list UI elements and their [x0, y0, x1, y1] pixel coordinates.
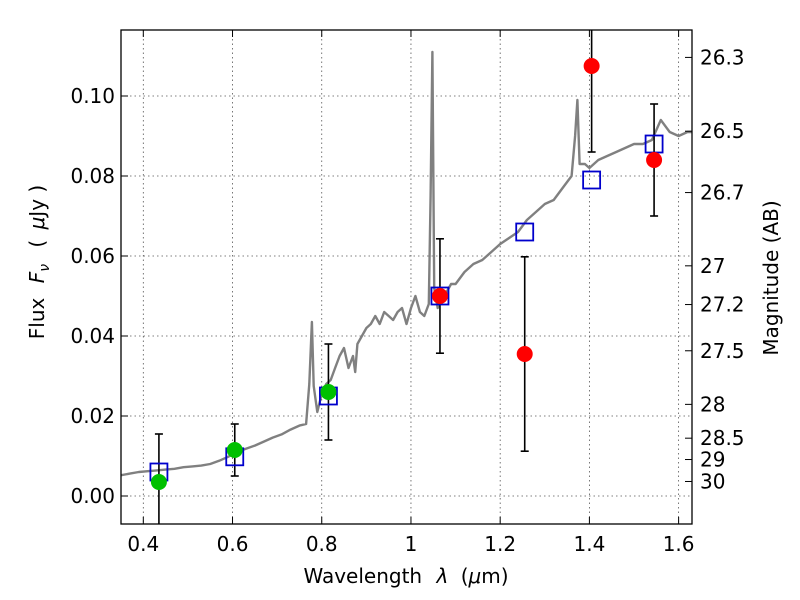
mag-tick-label: 28.5 — [700, 426, 745, 450]
red-data-point — [516, 346, 533, 362]
tick-layer: 0.4 0.6 0.8 1 1.2 1.4 1.6 0.00 0.02 0.04 0.06 0.08 0… — [70, 30, 745, 556]
mag-tick-label: 27 — [700, 254, 725, 278]
mag-tick-label: 30 — [700, 469, 725, 493]
model-flux-box — [430, 286, 450, 306]
y-tick-label: 0.00 — [70, 484, 115, 508]
green-data-point — [150, 474, 167, 490]
y-tick-label: 0.02 — [70, 404, 115, 428]
mag-tick-label: 28 — [700, 392, 725, 416]
x-tick-label: 0.8 — [306, 532, 338, 556]
spectrum-layer — [121, 50, 692, 477]
x-axis-title: Wavelength λ (μm) — [303, 564, 508, 588]
y-tick-label: 0.10 — [70, 84, 115, 108]
mag-tick-label: 26.7 — [700, 181, 745, 205]
model-flux-box — [515, 222, 535, 242]
y-axis-title: Flux Fν ( μJy ) — [25, 185, 54, 339]
grid-layer — [121, 30, 692, 524]
mag-tick-label: 26.3 — [700, 45, 745, 69]
x-tick-label: 1 — [405, 532, 418, 556]
green-data-point — [320, 384, 337, 400]
x-tick-label: 0.4 — [127, 532, 159, 556]
x-tick-label: 1.4 — [573, 532, 605, 556]
mag-tick-label: 27.5 — [700, 339, 745, 363]
plot-frame — [120, 29, 693, 525]
y-tick-label: 0.08 — [70, 164, 115, 188]
x-tick-label: 1.2 — [484, 532, 516, 556]
red-data-point — [583, 58, 600, 74]
y-tick-label: 0.04 — [70, 324, 115, 348]
red-data-point — [431, 288, 448, 304]
model-box-layer — [149, 134, 664, 482]
x-tick-label: 0.6 — [217, 532, 249, 556]
green-data-point — [226, 442, 243, 458]
spectrum-line — [121, 50, 692, 477]
x-tick-label: 1.6 — [663, 532, 695, 556]
red-data-point — [646, 152, 663, 168]
right-axis-title: Magnitude (AB) — [759, 200, 783, 355]
y-tick-label: 0.06 — [70, 244, 115, 268]
mag-tick-label: 27.2 — [700, 293, 745, 317]
model-flux-box — [582, 170, 602, 190]
mag-tick-label: 29 — [700, 448, 725, 472]
data-point-layer — [150, 58, 663, 490]
mag-tick-label: 26.5 — [700, 119, 745, 143]
